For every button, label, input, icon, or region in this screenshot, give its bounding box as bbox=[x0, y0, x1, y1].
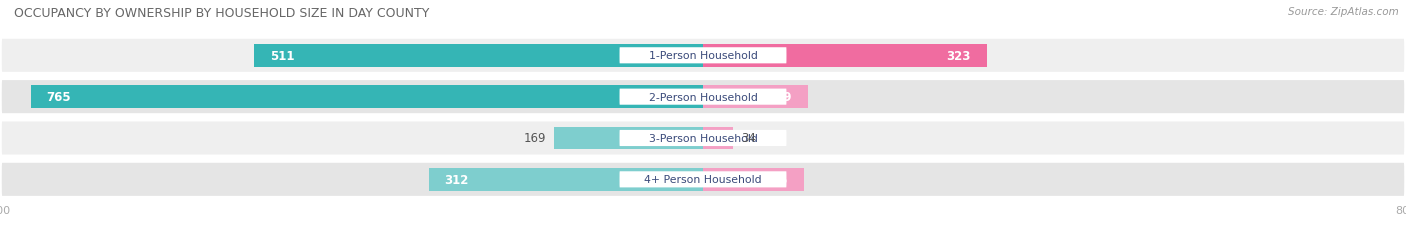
FancyBboxPatch shape bbox=[1, 163, 1405, 196]
FancyBboxPatch shape bbox=[620, 172, 786, 188]
Text: 765: 765 bbox=[46, 91, 72, 104]
Text: 119: 119 bbox=[768, 91, 792, 104]
Bar bbox=[31, 86, 703, 109]
Bar bbox=[429, 168, 703, 191]
Text: 1-Person Household: 1-Person Household bbox=[648, 51, 758, 61]
Bar bbox=[554, 127, 703, 150]
Text: 34: 34 bbox=[742, 132, 756, 145]
Text: Source: ZipAtlas.com: Source: ZipAtlas.com bbox=[1288, 7, 1399, 17]
FancyBboxPatch shape bbox=[620, 48, 786, 64]
Bar bbox=[703, 168, 804, 191]
Text: 2-Person Household: 2-Person Household bbox=[648, 92, 758, 102]
Text: 312: 312 bbox=[444, 173, 470, 186]
Text: 4+ Person Household: 4+ Person Household bbox=[644, 175, 762, 185]
Bar bbox=[703, 127, 733, 150]
Bar bbox=[703, 86, 807, 109]
FancyBboxPatch shape bbox=[1, 40, 1405, 73]
Text: 169: 169 bbox=[523, 132, 546, 145]
Text: 323: 323 bbox=[946, 50, 972, 63]
Bar bbox=[703, 45, 987, 67]
Text: 511: 511 bbox=[270, 50, 294, 63]
Text: 115: 115 bbox=[763, 173, 789, 186]
FancyBboxPatch shape bbox=[620, 89, 786, 105]
FancyBboxPatch shape bbox=[620, 130, 786, 146]
FancyBboxPatch shape bbox=[1, 122, 1405, 155]
Text: OCCUPANCY BY OWNERSHIP BY HOUSEHOLD SIZE IN DAY COUNTY: OCCUPANCY BY OWNERSHIP BY HOUSEHOLD SIZE… bbox=[14, 7, 429, 20]
FancyBboxPatch shape bbox=[1, 81, 1405, 114]
Text: 3-Person Household: 3-Person Household bbox=[648, 134, 758, 143]
Bar bbox=[254, 45, 703, 67]
